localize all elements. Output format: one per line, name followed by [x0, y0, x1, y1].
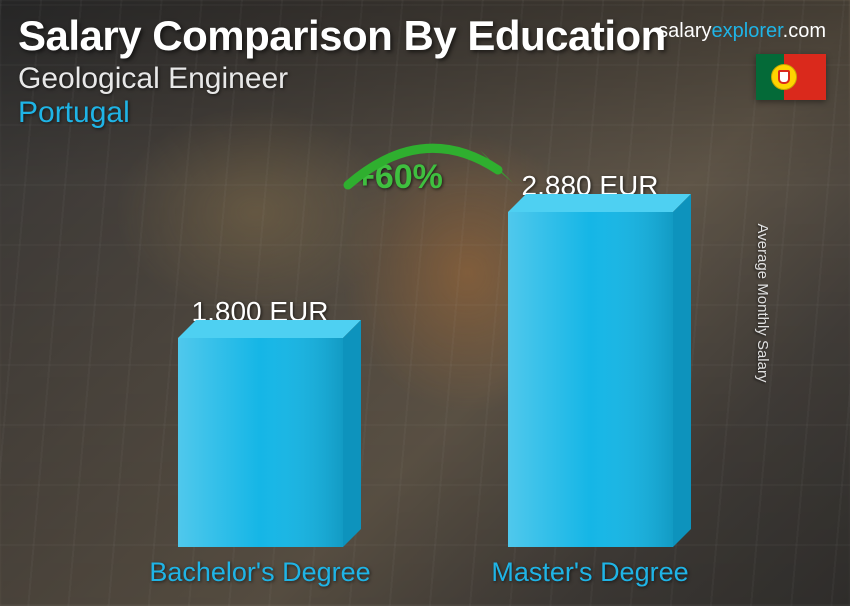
bar	[178, 338, 343, 547]
flag-portugal	[756, 54, 826, 100]
percent-increase: +60%	[355, 158, 443, 197]
bar-front-shade	[508, 212, 673, 547]
bar-label: Bachelor's Degree	[149, 557, 370, 588]
bar-chart: 1,800 EURBachelor's Degree 2,880 EURMaste…	[0, 158, 810, 588]
bar-svg	[178, 320, 361, 547]
brand-prefix: salary	[658, 20, 711, 42]
bar-svg	[508, 194, 691, 547]
flag-shield	[778, 70, 790, 84]
bar-side-face	[343, 320, 361, 547]
arrow-path	[348, 148, 498, 185]
bar-side-face	[673, 194, 691, 547]
bar-group: 2,880 EURMaster's Degree	[508, 170, 673, 588]
bar	[508, 212, 673, 547]
brand-suffix: .com	[783, 20, 826, 42]
flag-emblem	[771, 64, 797, 90]
country-name: Portugal	[18, 96, 832, 130]
job-title: Geological Engineer	[18, 62, 832, 96]
arrow-icon	[333, 130, 533, 220]
bar-group: 1,800 EURBachelor's Degree	[178, 296, 343, 588]
bar-top-face	[508, 194, 691, 212]
bar-top-face	[178, 320, 361, 338]
brand-accent: explorer	[712, 20, 783, 42]
bar-front-shade	[178, 338, 343, 547]
brand-logo: salaryexplorer.com	[658, 20, 826, 43]
bar-label: Master's Degree	[491, 557, 688, 588]
